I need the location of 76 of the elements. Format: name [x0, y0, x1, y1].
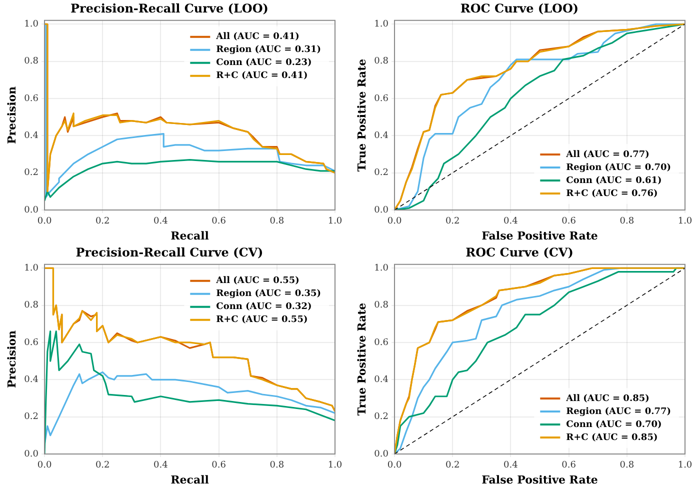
x-tick-label: 0.2 — [445, 460, 460, 471]
y-tick-label: 0.8 — [374, 56, 389, 67]
y-axis-title: Precision — [5, 86, 18, 144]
y-axis-title: True Positive Rate — [355, 58, 368, 172]
y-axis-title: True Positive Rate — [355, 302, 368, 416]
y-tick-label: 1.0 — [24, 19, 39, 30]
y-tick-label: 0.0 — [374, 449, 389, 460]
y-tick-label: 0.0 — [24, 205, 39, 216]
y-tick-label: 0.2 — [374, 412, 389, 422]
x-tick-label: 0.8 — [620, 216, 634, 227]
x-tick-label: 0.6 — [212, 216, 226, 227]
x-tick-label: 0.4 — [504, 216, 518, 227]
y-axis-title: Precision — [5, 330, 18, 388]
legend-label: R+C (AUC = 0.76) — [566, 188, 658, 199]
x-axis-title: Recall — [170, 473, 209, 486]
y-tick-label: 0.2 — [24, 168, 39, 178]
legend-label: R+C (AUC = 0.85) — [566, 432, 658, 443]
y-tick-label: 0.0 — [24, 449, 39, 460]
legend-label: Conn (AUC = 0.32) — [216, 302, 312, 312]
y-tick-label: 0.8 — [24, 300, 39, 311]
legend-label: All (AUC = 0.77) — [565, 150, 650, 160]
legend-label: Conn (AUC = 0.61) — [566, 176, 662, 186]
x-tick-label: 0.4 — [154, 216, 168, 227]
x-tick-label: 1.0 — [678, 460, 692, 471]
x-axis-title: False Positive Rate — [482, 229, 598, 242]
x-tick-label: 0.8 — [270, 216, 284, 227]
x-tick-label: 0.2 — [95, 460, 110, 471]
x-tick-label: 1.0 — [678, 216, 692, 227]
x-axis-title: False Positive Rate — [482, 473, 598, 486]
legend-label: Region (AUC = 0.31) — [216, 45, 322, 56]
legend-label: All (AUC = 0.85) — [565, 394, 650, 404]
y-tick-label: 0.4 — [24, 374, 39, 385]
legend-label: All (AUC = 0.41) — [215, 32, 300, 42]
legend-label: R+C (AUC = 0.55) — [216, 315, 308, 326]
legend-label: All (AUC = 0.55) — [215, 276, 300, 286]
x-tick-label: 0.6 — [562, 460, 576, 471]
x-tick-label: 0.0 — [37, 216, 52, 227]
chart-title: ROC Curve (CV) — [466, 245, 574, 260]
y-tick-label: 0.2 — [24, 412, 39, 422]
y-tick-label: 1.0 — [24, 263, 39, 274]
y-tick-label: 1.0 — [374, 19, 389, 30]
y-tick-label: 0.6 — [24, 94, 39, 104]
legend-label: Region (AUC = 0.77) — [566, 406, 672, 417]
y-tick-label: 0.0 — [374, 205, 389, 216]
x-tick-label: 0.4 — [154, 460, 168, 471]
x-tick-label: 0.8 — [620, 460, 634, 471]
x-tick-label: 0.6 — [212, 460, 226, 471]
y-tick-label: 0.8 — [374, 300, 389, 311]
y-tick-label: 1.0 — [374, 263, 389, 274]
y-tick-label: 0.6 — [24, 338, 39, 348]
x-tick-label: 0.4 — [504, 460, 518, 471]
x-tick-label: 0.6 — [562, 216, 576, 227]
y-tick-label: 0.6 — [374, 338, 389, 348]
x-axis-title: Recall — [170, 229, 209, 242]
x-tick-label: 0.0 — [387, 460, 402, 471]
y-tick-label: 0.4 — [374, 130, 389, 141]
x-tick-label: 0.2 — [445, 216, 460, 227]
legend-label: R+C (AUC = 0.41) — [216, 71, 308, 82]
chart-title: Precision-Recall Curve (LOO) — [70, 1, 268, 16]
x-tick-label: 1.0 — [328, 460, 342, 471]
x-tick-label: 1.0 — [328, 216, 342, 227]
chart-title: ROC Curve (LOO) — [460, 1, 579, 16]
y-tick-label: 0.8 — [24, 56, 39, 67]
x-tick-label: 0.0 — [387, 216, 402, 227]
y-tick-label: 0.4 — [24, 130, 39, 141]
y-tick-label: 0.6 — [374, 94, 389, 104]
x-tick-label: 0.2 — [95, 216, 110, 227]
y-tick-label: 0.2 — [374, 168, 389, 178]
legend-label: Conn (AUC = 0.23) — [216, 58, 312, 68]
legend-label: Region (AUC = 0.70) — [566, 162, 672, 173]
legend-label: Conn (AUC = 0.70) — [566, 420, 662, 430]
legend-label: Region (AUC = 0.35) — [216, 289, 322, 300]
y-tick-label: 0.4 — [374, 374, 389, 385]
chart-title: Precision-Recall Curve (CV) — [76, 245, 264, 260]
x-tick-label: 0.8 — [270, 460, 284, 471]
x-tick-label: 0.0 — [37, 460, 52, 471]
